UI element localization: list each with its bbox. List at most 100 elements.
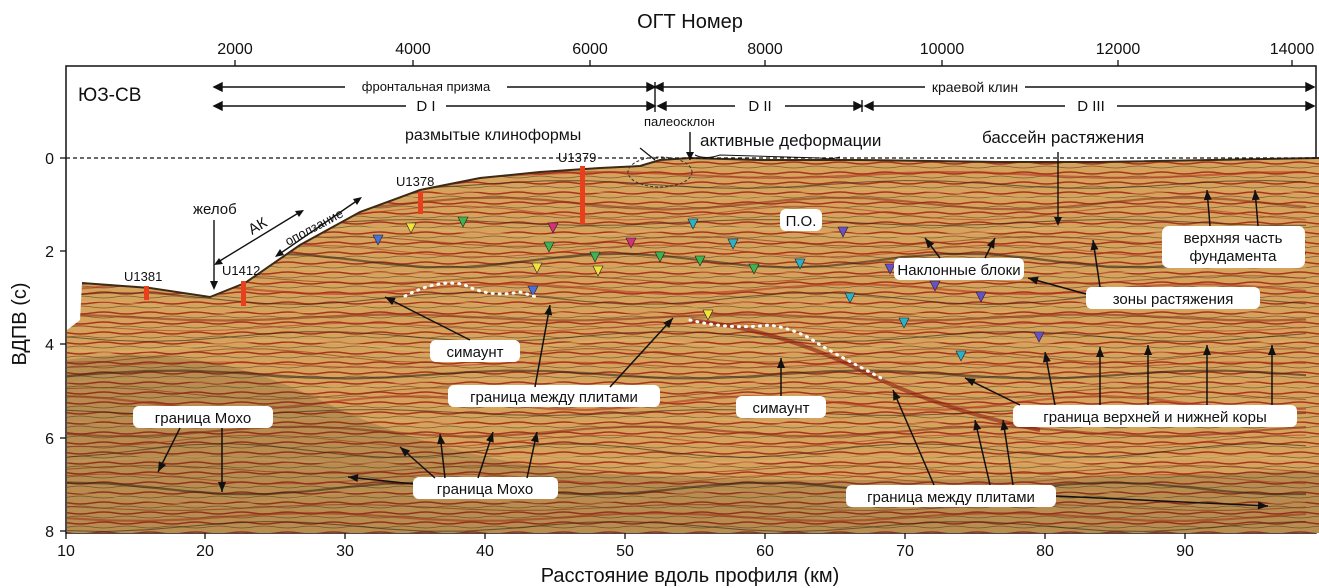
triangle-marker: [955, 350, 967, 362]
annotation-arrow: [347, 476, 414, 485]
annotation-arrowhead: [544, 305, 553, 316]
top-tick-label: 14000: [1270, 41, 1315, 58]
upper-annotations: палеосклон размытые клиноформы активные …: [405, 114, 1144, 226]
annotation-arrow: [384, 296, 471, 341]
seamount-2-dotted-line: [688, 318, 887, 382]
reflector-band: [67, 464, 1307, 475]
annotation-arrowhead: [486, 432, 494, 443]
left-tick-label: 0: [45, 151, 54, 168]
span-arrows: [212, 81, 1316, 112]
annotation-arrowhead: [530, 432, 539, 443]
svg-text:зоны растяжения: зоны растяжения: [1113, 291, 1234, 308]
pointer-arrows: [157, 189, 1276, 510]
triangle-marker: [543, 241, 555, 253]
bottom-axis-ticks: 10 20 30 40 50 60 70 80 90: [57, 533, 1194, 560]
bottom-tick-label: 30: [336, 543, 354, 560]
reflector-band: [67, 338, 1307, 354]
svg-text:верхняя часть: верхняя часть: [1184, 230, 1283, 247]
moho-1-box: граница Мохо: [133, 406, 273, 428]
triangle-marker: [929, 280, 941, 292]
triangle-marker: [1033, 331, 1045, 343]
annotation-arrowhead: [1251, 190, 1260, 201]
reflector-band: [67, 361, 1307, 369]
bottom-axis-title: Расстояние вдоль профиля (км): [541, 565, 840, 587]
svg-text:граница между плитами: граница между плитами: [470, 389, 638, 406]
annotation-arrowhead: [663, 318, 673, 329]
po-box: П.О.: [780, 209, 822, 231]
annotation-arrowhead: [1203, 345, 1211, 355]
reflector-band: [67, 511, 1307, 523]
triangle-marker: [527, 285, 539, 297]
reflector-band: [67, 378, 1307, 390]
section-orientation-label: ЮЗ-СВ: [78, 85, 141, 106]
triangle-marker: [794, 258, 806, 270]
well-u1381-label: U1381: [124, 269, 162, 284]
reflector-triangle-markers: [372, 216, 1045, 362]
annotation-arrowhead: [893, 390, 901, 401]
reflector-band: [67, 520, 1307, 533]
svg-text:граница между плитами: граница между плитами: [867, 489, 1035, 506]
annotation-arrowhead: [1090, 240, 1099, 251]
top-tick-label: 10000: [920, 41, 965, 58]
reflector-band: [67, 369, 1307, 380]
left-axis-title: ВДПВ (с): [9, 282, 31, 365]
annotation-arrowhead: [1257, 501, 1268, 510]
reflector-band: [67, 503, 1307, 512]
well-u1412-marker: [241, 281, 246, 306]
seamount-2-box: симаунт: [736, 396, 826, 418]
svg-text:граница Мохо: граница Мохо: [437, 481, 533, 498]
reflector-band: [67, 313, 1307, 322]
top-axis-ticks: 2000 4000 6000 8000 10000 12000 14000: [217, 41, 1314, 66]
annotation-arrowhead: [1042, 352, 1051, 363]
reflector-band: [67, 442, 1307, 459]
reflector-band: [67, 386, 1307, 401]
span-labels: фронтальная призма краевой клин D I D II…: [345, 78, 1117, 115]
well-u1378-label: U1378: [396, 174, 434, 189]
clinoform-outline: [627, 156, 693, 188]
annotation-arrowhead: [218, 482, 226, 492]
plate-boundary-reflector: [689, 318, 1041, 432]
svg-text:симаунт: симаунт: [446, 344, 503, 361]
reflector-band: [67, 348, 1307, 364]
active-deformation-bracket: [694, 154, 841, 160]
annotation-arrow: [1027, 277, 1087, 295]
well-u1378-marker: [418, 192, 423, 214]
annotation-arrowhead: [777, 358, 785, 368]
crust-boundary-box: граница верхней и нижней коры: [1013, 405, 1297, 427]
annotation-arrow: [534, 304, 551, 388]
active-deformation-label: активные деформации: [700, 131, 881, 150]
annotation-arrowhead: [348, 474, 359, 483]
annotation-arrow: [609, 317, 674, 388]
triangle-marker: [837, 226, 849, 238]
reflector-band: [67, 425, 1307, 438]
annotation-arrowhead: [385, 297, 396, 306]
well-u1379-marker: [580, 166, 585, 224]
triangle-marker: [975, 291, 987, 303]
svg-text:Наклонные блоки: Наклонные блоки: [897, 262, 1020, 279]
svg-text:фундамента: фундамента: [1189, 248, 1277, 265]
reflector-band: [67, 481, 1307, 496]
seamount-top-dotted-line: [403, 281, 542, 300]
annotation-arrowhead: [925, 238, 935, 249]
well-u1412-label: U1412: [222, 263, 260, 278]
annotation-arrowhead: [973, 420, 982, 431]
triangle-marker: [654, 251, 666, 263]
top-tick-label: 8000: [747, 41, 783, 58]
bottom-tick-label: 40: [476, 543, 494, 560]
annotation-arrow: [964, 377, 1021, 406]
svg-text:граница Мохо: граница Мохо: [155, 410, 251, 427]
annotation-arrowhead: [986, 238, 995, 249]
annotation-arrowhead: [1203, 190, 1212, 201]
tilted-blocks-box: Наклонные блоки: [894, 258, 1024, 280]
d1-label: D I: [416, 98, 435, 115]
triangle-marker: [898, 317, 910, 329]
triangle-marker: [547, 222, 559, 234]
triangle-marker: [531, 262, 543, 274]
triangle-marker: [625, 237, 637, 249]
svg-text:граница верхней и нижней коры: граница верхней и нижней коры: [1043, 409, 1267, 426]
svg-text:симаунт: симаунт: [752, 400, 809, 417]
reflector-band: [67, 434, 1307, 448]
left-tick-label: 8: [45, 524, 54, 541]
top-axis: ОГТ Номер 2000 4000 6000 8000 10000 12000 1400…: [217, 11, 1314, 66]
reflector-band: [67, 473, 1307, 485]
